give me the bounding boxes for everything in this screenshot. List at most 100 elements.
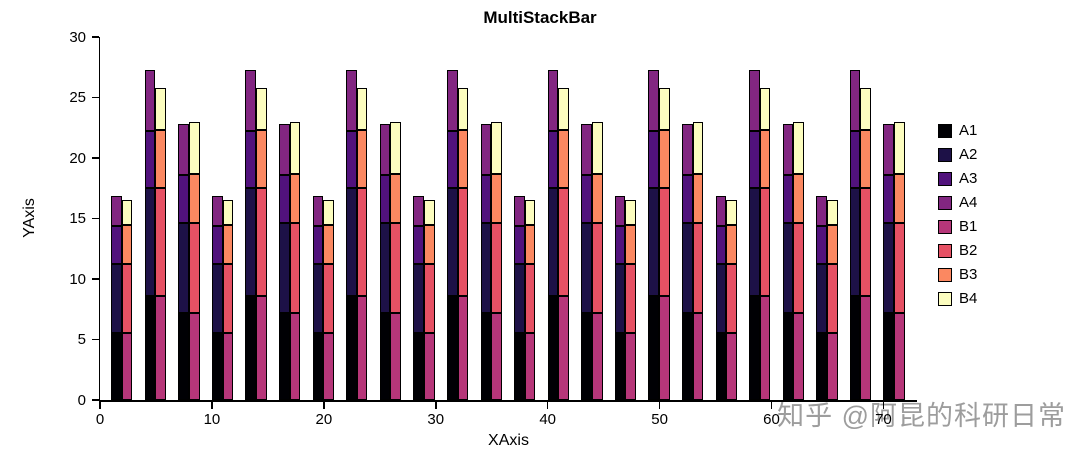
bar-segment-A2 [581,223,592,313]
bar-segment-A2 [111,264,122,334]
y-tick-mark [91,157,99,159]
bar-segment-B4 [457,87,469,131]
bar-segment-A3 [614,225,626,265]
x-tick-label: 70 [875,411,892,428]
y-axis-label: YAxis [21,198,38,238]
bar-segment-B4 [524,200,536,225]
bar-segment-A2 [849,188,861,296]
bar-segment-A4 [245,69,257,132]
y-axis-line [98,37,100,402]
bar-segment-A3 [413,225,424,265]
bar-segment-A1 [178,312,189,400]
bar-segment-A1 [581,312,592,400]
bar-segment-B1 [558,295,569,400]
bar-segment-A3 [111,225,122,265]
legend-item-A4: A4 [938,194,977,211]
y-tick-label: 15 [69,210,86,227]
bar-segment-B4 [289,121,301,174]
bar-segment-A2 [514,264,525,334]
bar-segment-A2 [883,223,895,313]
bar-segment-A1 [211,333,223,400]
legend-item-A1: A1 [938,122,977,139]
y-tick-label: 0 [77,391,86,409]
bar-segment-B4 [793,121,804,174]
bar-segment-B2 [256,188,267,296]
bar-segment-A2 [681,223,693,313]
bar-segment-A1 [245,295,257,400]
bar-segment-B4 [222,200,234,225]
bar-segment-A4 [648,69,660,132]
bar-segment-A3 [312,225,324,265]
bar-segment-B1 [256,295,267,400]
bar-segment-A1 [312,333,324,400]
bar-segment-B4 [759,87,771,131]
bar-segment-A3 [211,225,223,265]
bar-segment-A3 [581,174,592,224]
bar-segment-A1 [715,333,727,400]
bar-segment-A3 [379,174,391,224]
bar-segment-A3 [480,174,492,224]
bar-segment-B3 [524,224,536,265]
bar-segment-A4 [749,69,760,132]
bar-segment-B2 [692,223,704,313]
bar-segment-A1 [749,295,760,400]
bar-segment-A1 [782,312,794,400]
bar-segment-B1 [222,333,234,400]
bar-segment-A2 [715,264,727,334]
bar-segment-A3 [446,131,458,189]
bar-segment-B2 [457,188,469,296]
bar-segment-B4 [155,87,167,131]
bar-segment-B4 [390,121,402,174]
bar-segment-A1 [547,295,559,400]
x-tick-mark [211,401,213,409]
bar-segment-A4 [144,69,156,132]
bar-segment-B3 [390,173,402,224]
x-tick-label: 0 [95,411,105,428]
bar-segment-A4 [446,69,458,132]
bar-segment-B1 [659,295,670,400]
bar-segment-A3 [749,131,760,189]
bar-segment-A4 [111,195,122,226]
legend-item-A2: A2 [938,146,977,163]
bar-segment-B4 [860,87,872,131]
bar-segment-A3 [883,174,895,224]
bar-segment-B2 [659,188,670,296]
legend-label: A2 [959,146,978,163]
bar-segment-A3 [514,225,525,265]
bar-segment-A2 [480,223,492,313]
bar-segment-B3 [826,224,838,265]
bar-segment-B3 [860,130,872,189]
bar-segment-B2 [390,223,402,313]
bar-segment-A4 [279,124,290,175]
bar-segment-A1 [111,333,122,400]
bar-segment-A2 [279,223,290,313]
bar-segment-B4 [188,121,200,174]
bar-segment-B4 [323,200,334,225]
bar-segment-A3 [144,131,156,189]
bar-segment-B1 [692,312,704,400]
bar-segment-A1 [883,312,895,400]
legend-item-A3: A3 [938,170,977,187]
bar-segment-A1 [681,312,693,400]
bar-segment-B2 [323,264,334,334]
bar-segment-B1 [424,333,435,400]
bar-segment-A4 [514,195,525,226]
bar-segment-A3 [715,225,727,265]
bar-segment-B2 [188,223,200,313]
bar-segment-B3 [659,130,670,189]
bar-segment-B1 [491,312,502,400]
bar-segment-A2 [379,223,391,313]
bar-segment-A1 [514,333,525,400]
bar-segment-B3 [323,224,334,265]
bar-segment-B3 [491,173,502,224]
bar-segment-B4 [894,121,905,174]
bar-segment-A2 [446,188,458,296]
bar-segment-A1 [279,312,290,400]
x-tick-mark [658,401,661,409]
bar-segment-A3 [782,174,794,224]
bar-segment-B2 [894,223,905,313]
bar-segment-B3 [692,173,704,224]
bar-segment-B4 [826,200,838,225]
x-tick-label: 40 [539,411,556,428]
bar-segment-A2 [245,188,257,296]
